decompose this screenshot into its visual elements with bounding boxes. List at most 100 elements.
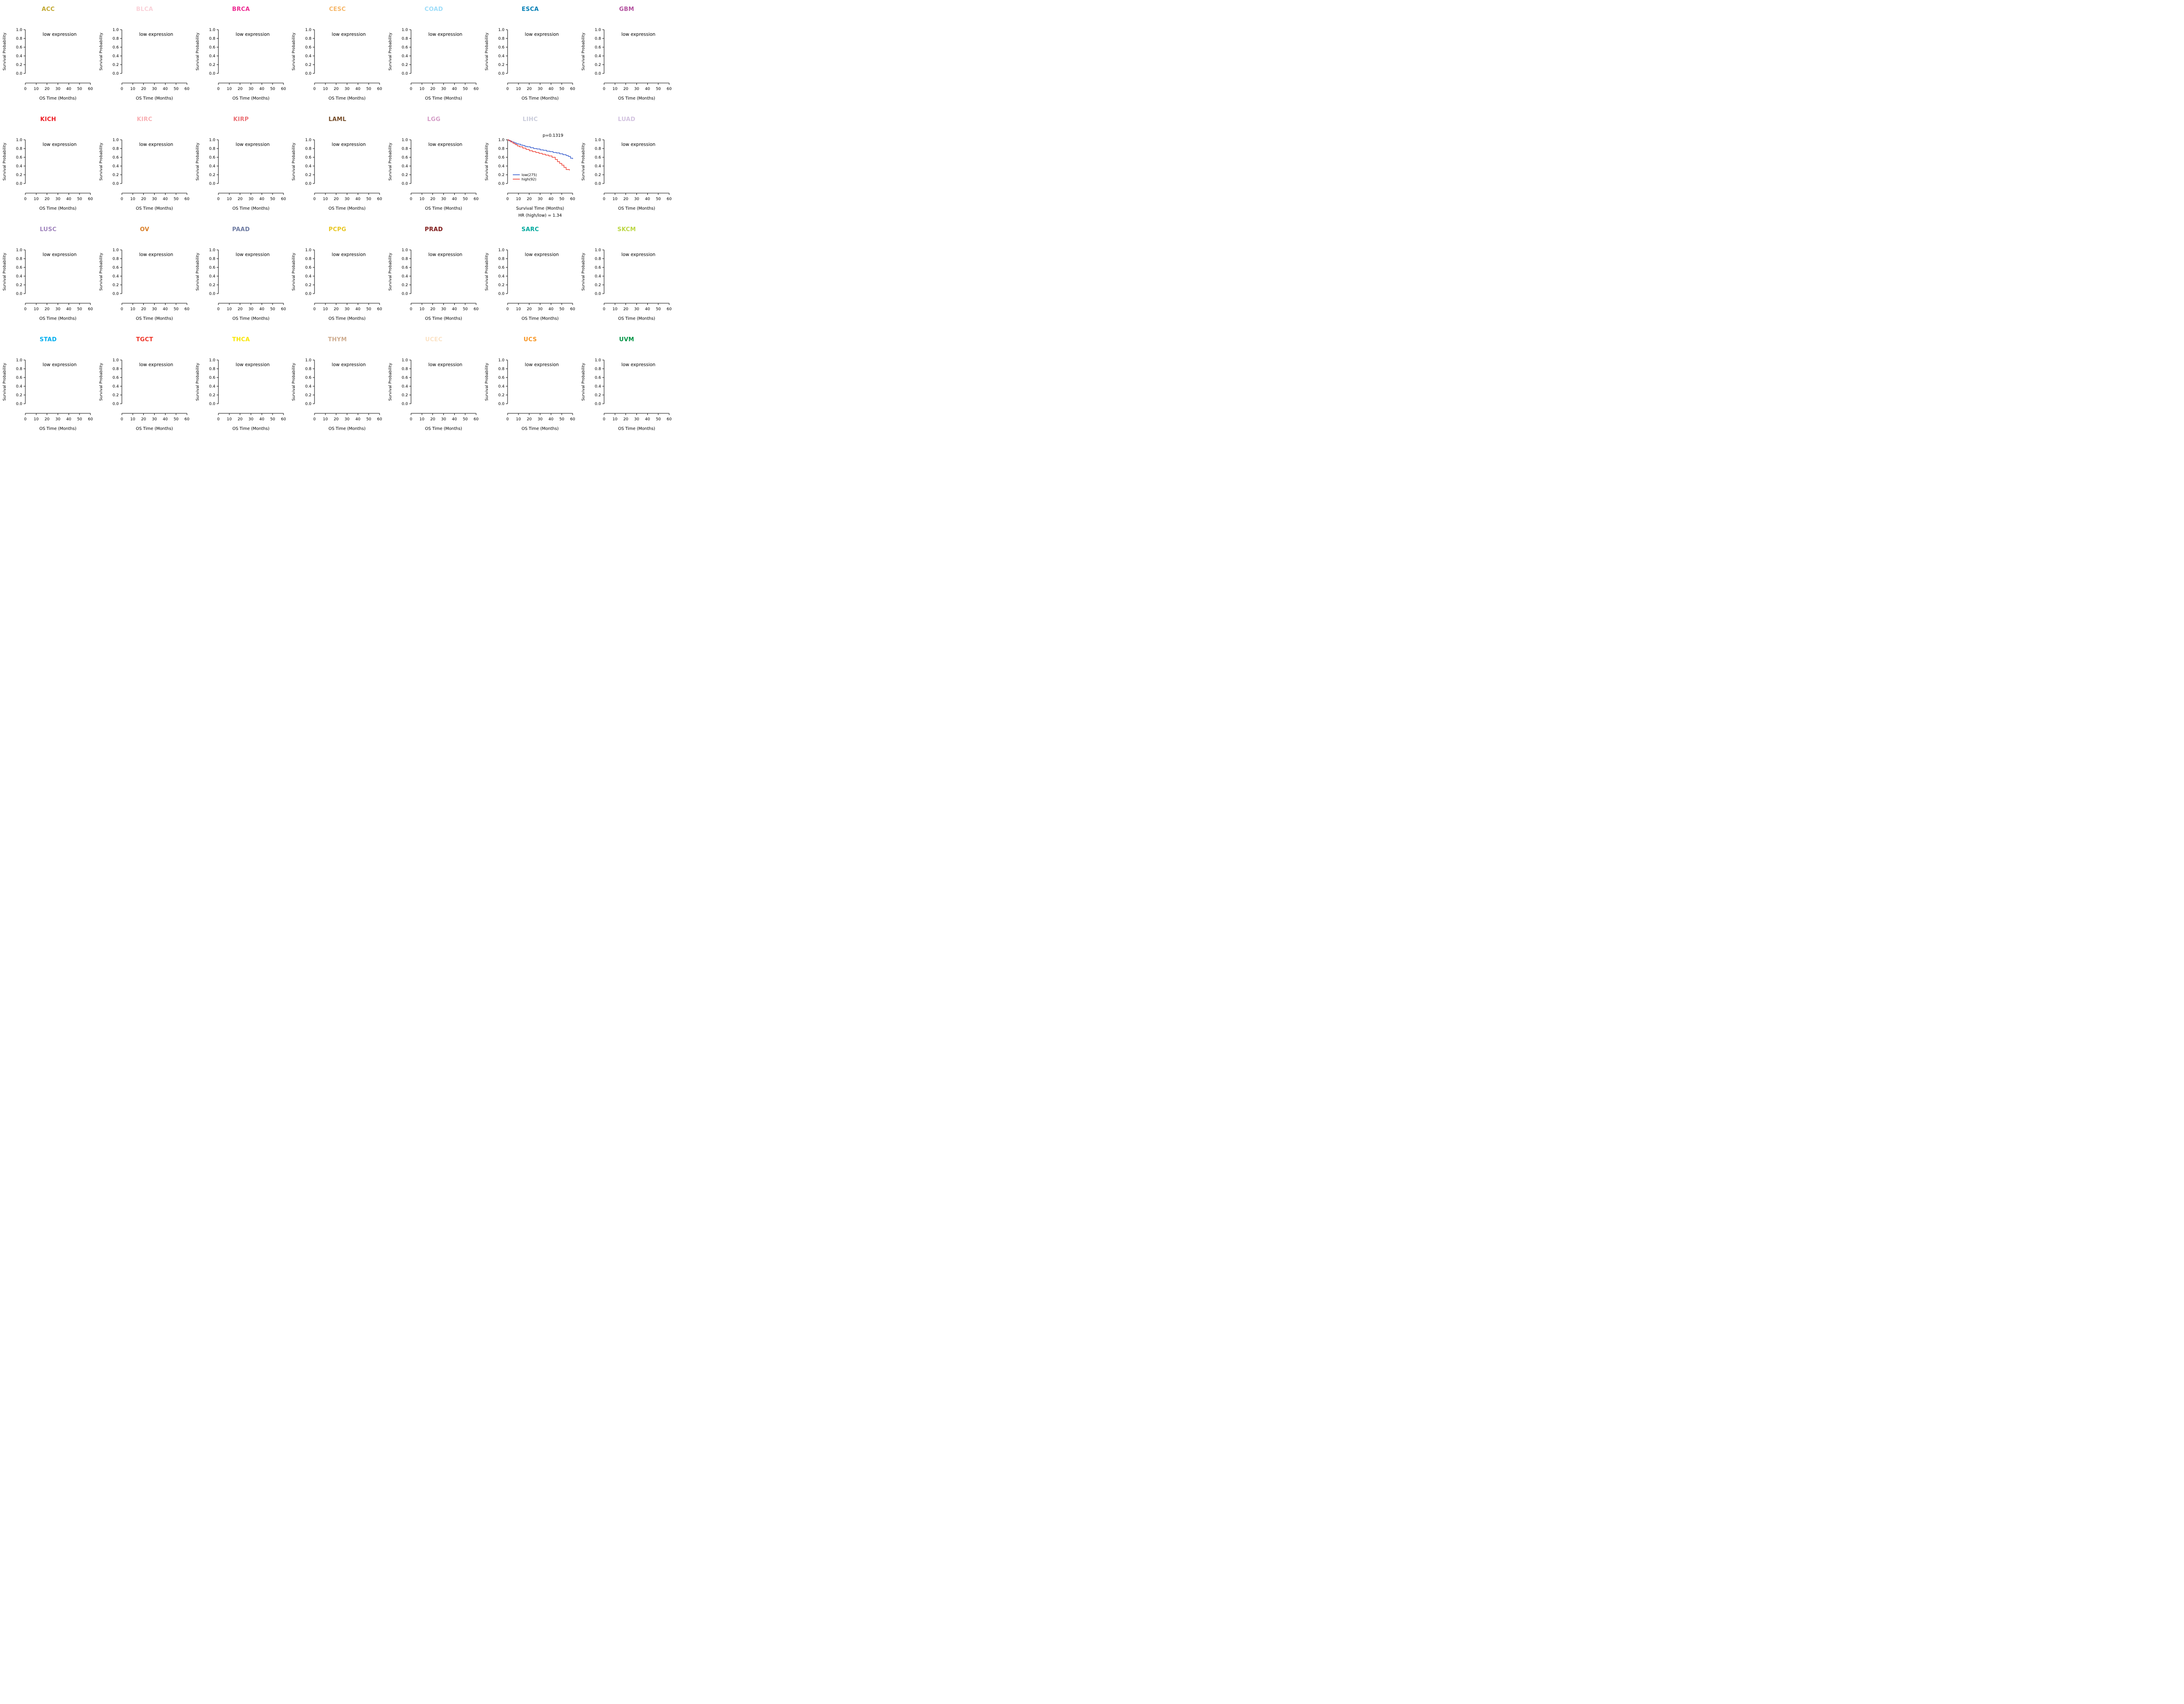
svg-text:30: 30 [55, 87, 61, 91]
svg-text:10: 10 [516, 87, 521, 91]
svg-text:0.0: 0.0 [305, 182, 312, 186]
svg-text:0: 0 [314, 197, 316, 201]
svg-text:60: 60 [281, 197, 286, 201]
x-axis-label: OS Time (Months) [136, 206, 173, 211]
x-tick-labels: 0 10 20 30 40 50 60 [410, 197, 479, 201]
y-axis [120, 249, 122, 294]
survival-plot: 0.0 0.2 0.4 0.6 0.8 1.0 Survival Probability 0 1… [581, 248, 672, 321]
y-axis-label: Survival Probability [292, 363, 296, 401]
svg-text:0.8: 0.8 [209, 147, 215, 151]
survival-panel-ACC: ACC 0.0 0.2 0.4 0.6 0.8 1.0 Survival Probabili… [0, 2, 97, 112]
svg-text:0.8: 0.8 [594, 367, 601, 371]
svg-text:40: 40 [452, 87, 457, 91]
svg-text:40: 40 [163, 307, 168, 312]
svg-text:50: 50 [366, 417, 372, 422]
svg-text:50: 50 [77, 307, 83, 312]
svg-text:0.4: 0.4 [402, 54, 408, 59]
legend-label-1: high(92) [522, 177, 536, 181]
x-tick-labels: 0 10 20 30 40 50 60 [314, 87, 383, 91]
svg-text:0.6: 0.6 [16, 45, 23, 50]
survival-panel-BRCA: BRCA 0.0 0.2 0.4 0.6 0.8 1.0 Survival Probabil… [193, 2, 289, 112]
svg-text:40: 40 [259, 417, 264, 422]
svg-text:0.2: 0.2 [16, 63, 22, 67]
svg-text:1.0: 1.0 [209, 358, 215, 363]
survival-panel-OV: OV 0.0 0.2 0.4 0.6 0.8 1.0 Survival Probabilit… [97, 222, 193, 332]
panel-title: LUAD [618, 116, 636, 123]
svg-text:0.4: 0.4 [594, 54, 601, 59]
x-axis [25, 413, 91, 415]
panel-title: KIRP [233, 116, 249, 123]
y-axis [313, 139, 315, 184]
svg-text:0.2: 0.2 [305, 283, 311, 287]
x-axis [604, 413, 670, 415]
svg-text:20: 20 [334, 307, 339, 312]
svg-text:0.0: 0.0 [498, 182, 505, 186]
y-axis [409, 139, 411, 184]
y-tick-labels: 0.0 0.2 0.4 0.6 0.8 1.0 [594, 358, 601, 406]
svg-text:10: 10 [516, 417, 521, 422]
no-data-message: low expression [139, 142, 173, 147]
svg-text:50: 50 [559, 417, 564, 422]
survival-plot: 0.0 0.2 0.4 0.6 0.8 1.0 Survival Probability 0 1… [388, 358, 479, 431]
svg-text:40: 40 [452, 197, 457, 201]
svg-text:0.8: 0.8 [209, 367, 215, 371]
x-tick-labels: 0 10 20 30 40 50 60 [217, 197, 286, 201]
svg-text:50: 50 [77, 417, 83, 422]
survival-panel-PRAD: PRAD 0.0 0.2 0.4 0.6 0.8 1.0 Survival Probabil… [386, 222, 482, 332]
svg-text:0.4: 0.4 [498, 274, 505, 279]
svg-text:1.0: 1.0 [16, 28, 23, 32]
y-axis [216, 360, 219, 404]
svg-text:40: 40 [452, 307, 457, 312]
svg-text:30: 30 [55, 197, 61, 201]
panel-title: STAD [39, 336, 57, 343]
y-axis-label: Survival Probability [99, 32, 104, 70]
y-axis [24, 360, 26, 404]
survival-plot: 0.0 0.2 0.4 0.6 0.8 1.0 Survival Probability 0 1… [3, 248, 93, 321]
x-axis [411, 193, 477, 195]
svg-text:60: 60 [473, 87, 479, 91]
svg-text:0.8: 0.8 [498, 147, 505, 151]
svg-text:0: 0 [410, 417, 412, 422]
x-axis-label: OS Time (Months) [39, 426, 76, 431]
x-axis [507, 193, 573, 195]
x-tick-labels: 0 10 20 30 40 50 60 [217, 417, 286, 422]
svg-text:30: 30 [345, 197, 350, 201]
panel-title: COAD [425, 6, 443, 13]
x-axis [25, 303, 91, 305]
svg-text:0.2: 0.2 [113, 393, 119, 398]
svg-text:40: 40 [259, 307, 264, 312]
no-data-message: low expression [429, 362, 463, 367]
y-axis-label: Survival Probability [581, 142, 586, 180]
svg-text:0.4: 0.4 [402, 164, 408, 169]
y-tick-labels: 0.0 0.2 0.4 0.6 0.8 1.0 [594, 28, 601, 76]
panel-title: KICH [40, 116, 56, 123]
svg-text:20: 20 [238, 87, 243, 91]
x-tick-labels: 0 10 20 30 40 50 60 [24, 417, 93, 422]
svg-text:0.8: 0.8 [594, 257, 601, 261]
svg-text:0.2: 0.2 [594, 63, 601, 67]
svg-text:0: 0 [603, 87, 605, 91]
survival-plot: 0.0 0.2 0.4 0.6 0.8 1.0 Survival Probability 0 1… [196, 358, 286, 431]
svg-text:0.0: 0.0 [113, 292, 119, 296]
survival-panel-LGG: LGG 0.0 0.2 0.4 0.6 0.8 1.0 Survival Probabili… [386, 112, 482, 222]
svg-text:0.4: 0.4 [113, 274, 119, 279]
svg-text:10: 10 [516, 197, 521, 201]
panel-title: UCS [523, 336, 537, 343]
svg-text:10: 10 [516, 307, 521, 312]
survival-panel-KIRP: KIRP 0.0 0.2 0.4 0.6 0.8 1.0 Survival Probabil… [193, 112, 289, 222]
y-tick-labels: 0.0 0.2 0.4 0.6 0.8 1.0 [402, 248, 408, 296]
x-tick-labels: 0 10 20 30 40 50 60 [314, 417, 383, 422]
no-data-message: low expression [235, 32, 270, 37]
svg-text:40: 40 [645, 417, 650, 422]
x-axis-label: OS Time (Months) [136, 426, 173, 431]
svg-text:0.6: 0.6 [402, 266, 408, 270]
y-axis-label: Survival Probability [485, 253, 489, 291]
svg-text:0.4: 0.4 [209, 164, 215, 169]
svg-text:10: 10 [612, 307, 618, 312]
x-tick-labels: 0 10 20 30 40 50 60 [506, 87, 575, 91]
x-axis [121, 413, 187, 415]
svg-text:0.4: 0.4 [305, 54, 312, 59]
svg-text:0.2: 0.2 [209, 283, 215, 287]
svg-text:0.8: 0.8 [113, 257, 119, 261]
svg-text:0.0: 0.0 [402, 182, 408, 186]
